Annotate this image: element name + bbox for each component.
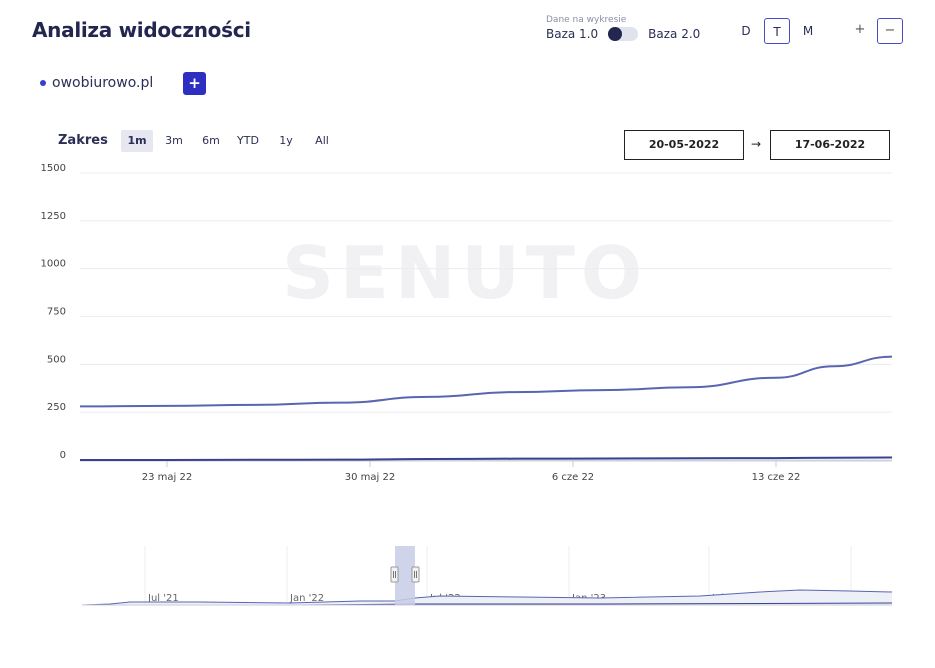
range-1m-button[interactable]: 1m xyxy=(121,130,153,152)
y-tick-label: 1250 xyxy=(41,211,66,222)
zoom-out-button[interactable]: − xyxy=(877,18,903,44)
period-month-button[interactable]: M xyxy=(802,24,814,38)
series-line-2 xyxy=(79,456,893,462)
data-on-chart-label: Dane na wykresie xyxy=(546,15,627,25)
y-tick-label: 1000 xyxy=(41,259,66,270)
watermark: SENUTO xyxy=(282,231,648,315)
domain-name: owobiurowo.pl xyxy=(52,75,154,91)
nav-series-line xyxy=(81,589,893,606)
page-title: Analiza widoczności xyxy=(32,18,251,42)
x-tick-label: 23 maj 22 xyxy=(142,472,192,483)
range-label: Zakres xyxy=(58,133,108,148)
zoom-in-button[interactable]: + xyxy=(854,22,866,37)
range-ytd-button[interactable]: YTD xyxy=(237,134,259,147)
nav-area xyxy=(82,590,892,605)
toggle-knob xyxy=(608,27,623,41)
period-week-button[interactable]: T xyxy=(764,18,790,44)
nav-tick-label: Jan '22 xyxy=(289,593,324,604)
range-all-button[interactable]: All xyxy=(315,134,329,147)
nav-right-handle[interactable] xyxy=(411,566,420,583)
x-tick-label: 6 cze 22 xyxy=(552,472,594,483)
x-tick-label: 13 cze 22 xyxy=(752,472,801,483)
nav-left-handle[interactable] xyxy=(390,566,399,583)
nav-selection[interactable] xyxy=(395,546,415,605)
period-day-button[interactable]: D xyxy=(741,24,751,38)
base-left-label: Baza 1.0 xyxy=(546,27,599,41)
x-tick-label: 30 maj 22 xyxy=(345,472,395,483)
date-to-input[interactable]: 17-06-2022 xyxy=(770,130,890,160)
series-line-1 xyxy=(79,355,893,408)
domain-legend[interactable]: owobiurowo.pl xyxy=(40,75,153,91)
y-tick-label: 750 xyxy=(47,307,66,318)
domain-dot-icon xyxy=(40,80,46,86)
base-toggle[interactable] xyxy=(608,27,639,41)
base-toggle-row: Baza 1.0 Baza 2.0 xyxy=(546,27,700,41)
y-tick-label: 500 xyxy=(47,354,66,365)
y-tick-label: 1500 xyxy=(41,163,66,174)
date-from-input[interactable]: 20-05-2022 xyxy=(624,130,744,160)
y-tick-label: 0 xyxy=(60,450,66,461)
range-1y-button[interactable]: 1y xyxy=(279,134,293,147)
add-domain-button[interactable]: + xyxy=(183,72,206,95)
base-right-label: Baza 2.0 xyxy=(648,27,701,41)
range-6m-button[interactable]: 6m xyxy=(202,134,220,147)
range-3m-button[interactable]: 3m xyxy=(165,134,183,147)
date-range-arrow: → xyxy=(751,137,762,151)
y-tick-label: 250 xyxy=(47,402,66,413)
nav-tick-label: Jul '21 xyxy=(147,593,179,604)
